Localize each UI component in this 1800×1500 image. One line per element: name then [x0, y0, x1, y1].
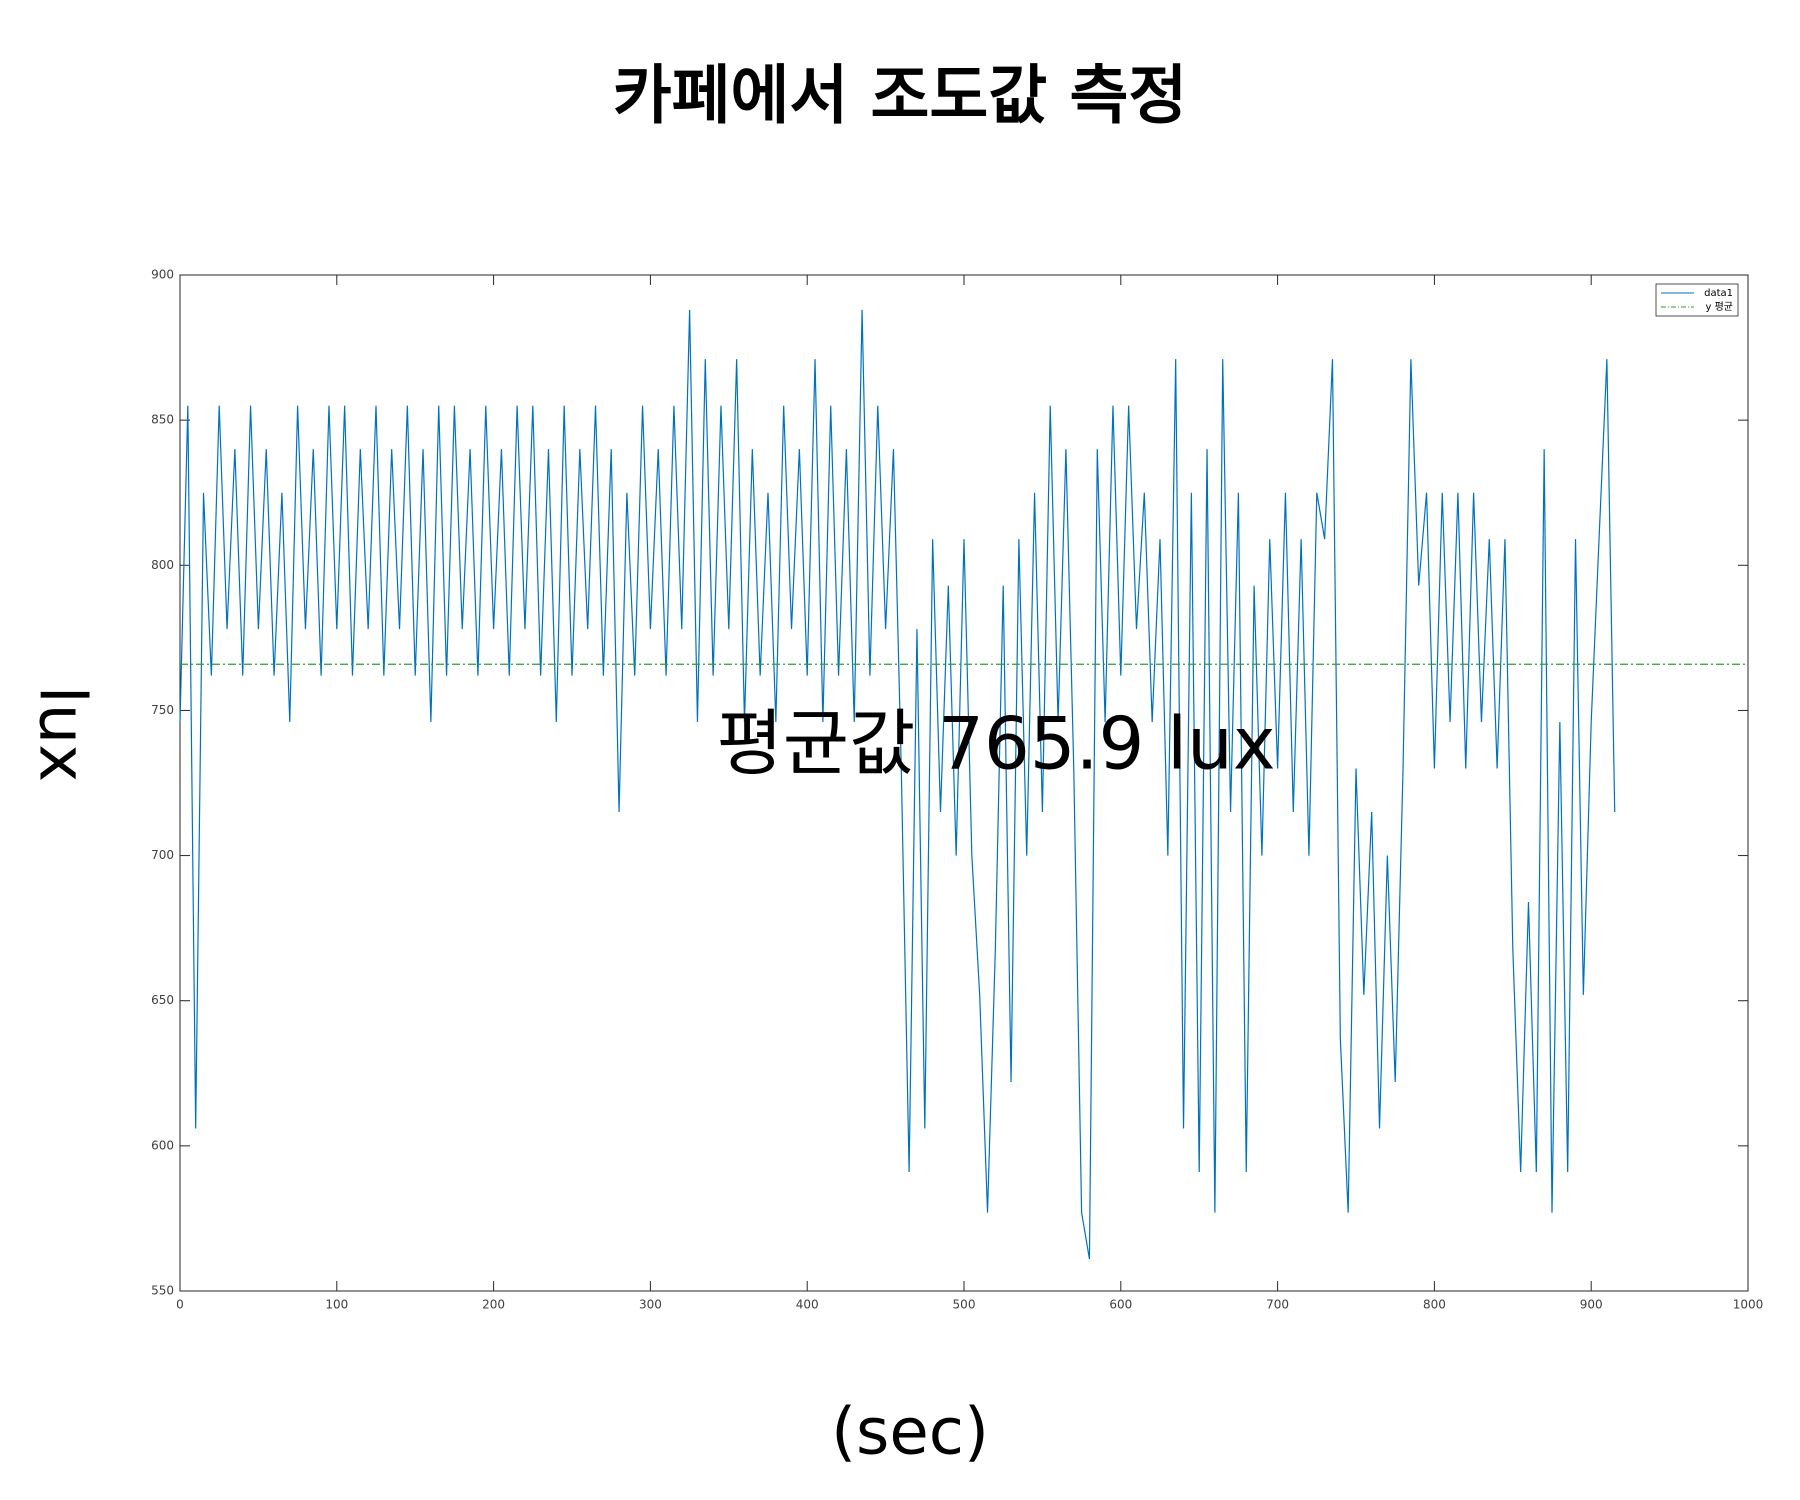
x-tick-label: 900 — [1580, 1298, 1603, 1312]
x-tick-label: 100 — [325, 1298, 348, 1312]
x-tick-label: 500 — [953, 1298, 976, 1312]
x-tick-label: 300 — [639, 1298, 662, 1312]
x-tick-label: 400 — [796, 1298, 819, 1312]
y-tick-label: 900 — [151, 268, 174, 282]
data-line — [179, 309, 1616, 1260]
legend-label: data1 — [1704, 288, 1733, 299]
chart-title: 카페에서 조도값 측정 — [613, 60, 1187, 134]
x-tick-label: 800 — [1423, 1298, 1446, 1312]
y-axis-label: lux — [24, 686, 98, 782]
x-tick-label: 0 — [176, 1298, 184, 1312]
legend-box — [1655, 283, 1739, 317]
legend-label: y 평균 — [1706, 301, 1734, 313]
y-tick-label: 600 — [151, 1138, 174, 1152]
x-tick-label: 600 — [1109, 1298, 1132, 1312]
plot-area — [179, 274, 1749, 1292]
y-tick-label: 750 — [151, 703, 174, 717]
x-axis-label: (sec) — [831, 1396, 989, 1470]
x-tick-label: 700 — [1266, 1298, 1289, 1312]
y-tick-label: 850 — [151, 413, 174, 427]
y-tick-label: 650 — [151, 993, 174, 1007]
x-tick-label: 200 — [482, 1298, 505, 1312]
x-tick-label: 1000 — [1733, 1298, 1764, 1312]
y-tick-label: 550 — [151, 1284, 174, 1298]
annotation: 평균값 765.9 lux — [717, 702, 1276, 786]
y-tick-label: 800 — [151, 558, 174, 572]
y-tick-label: 700 — [151, 848, 174, 862]
